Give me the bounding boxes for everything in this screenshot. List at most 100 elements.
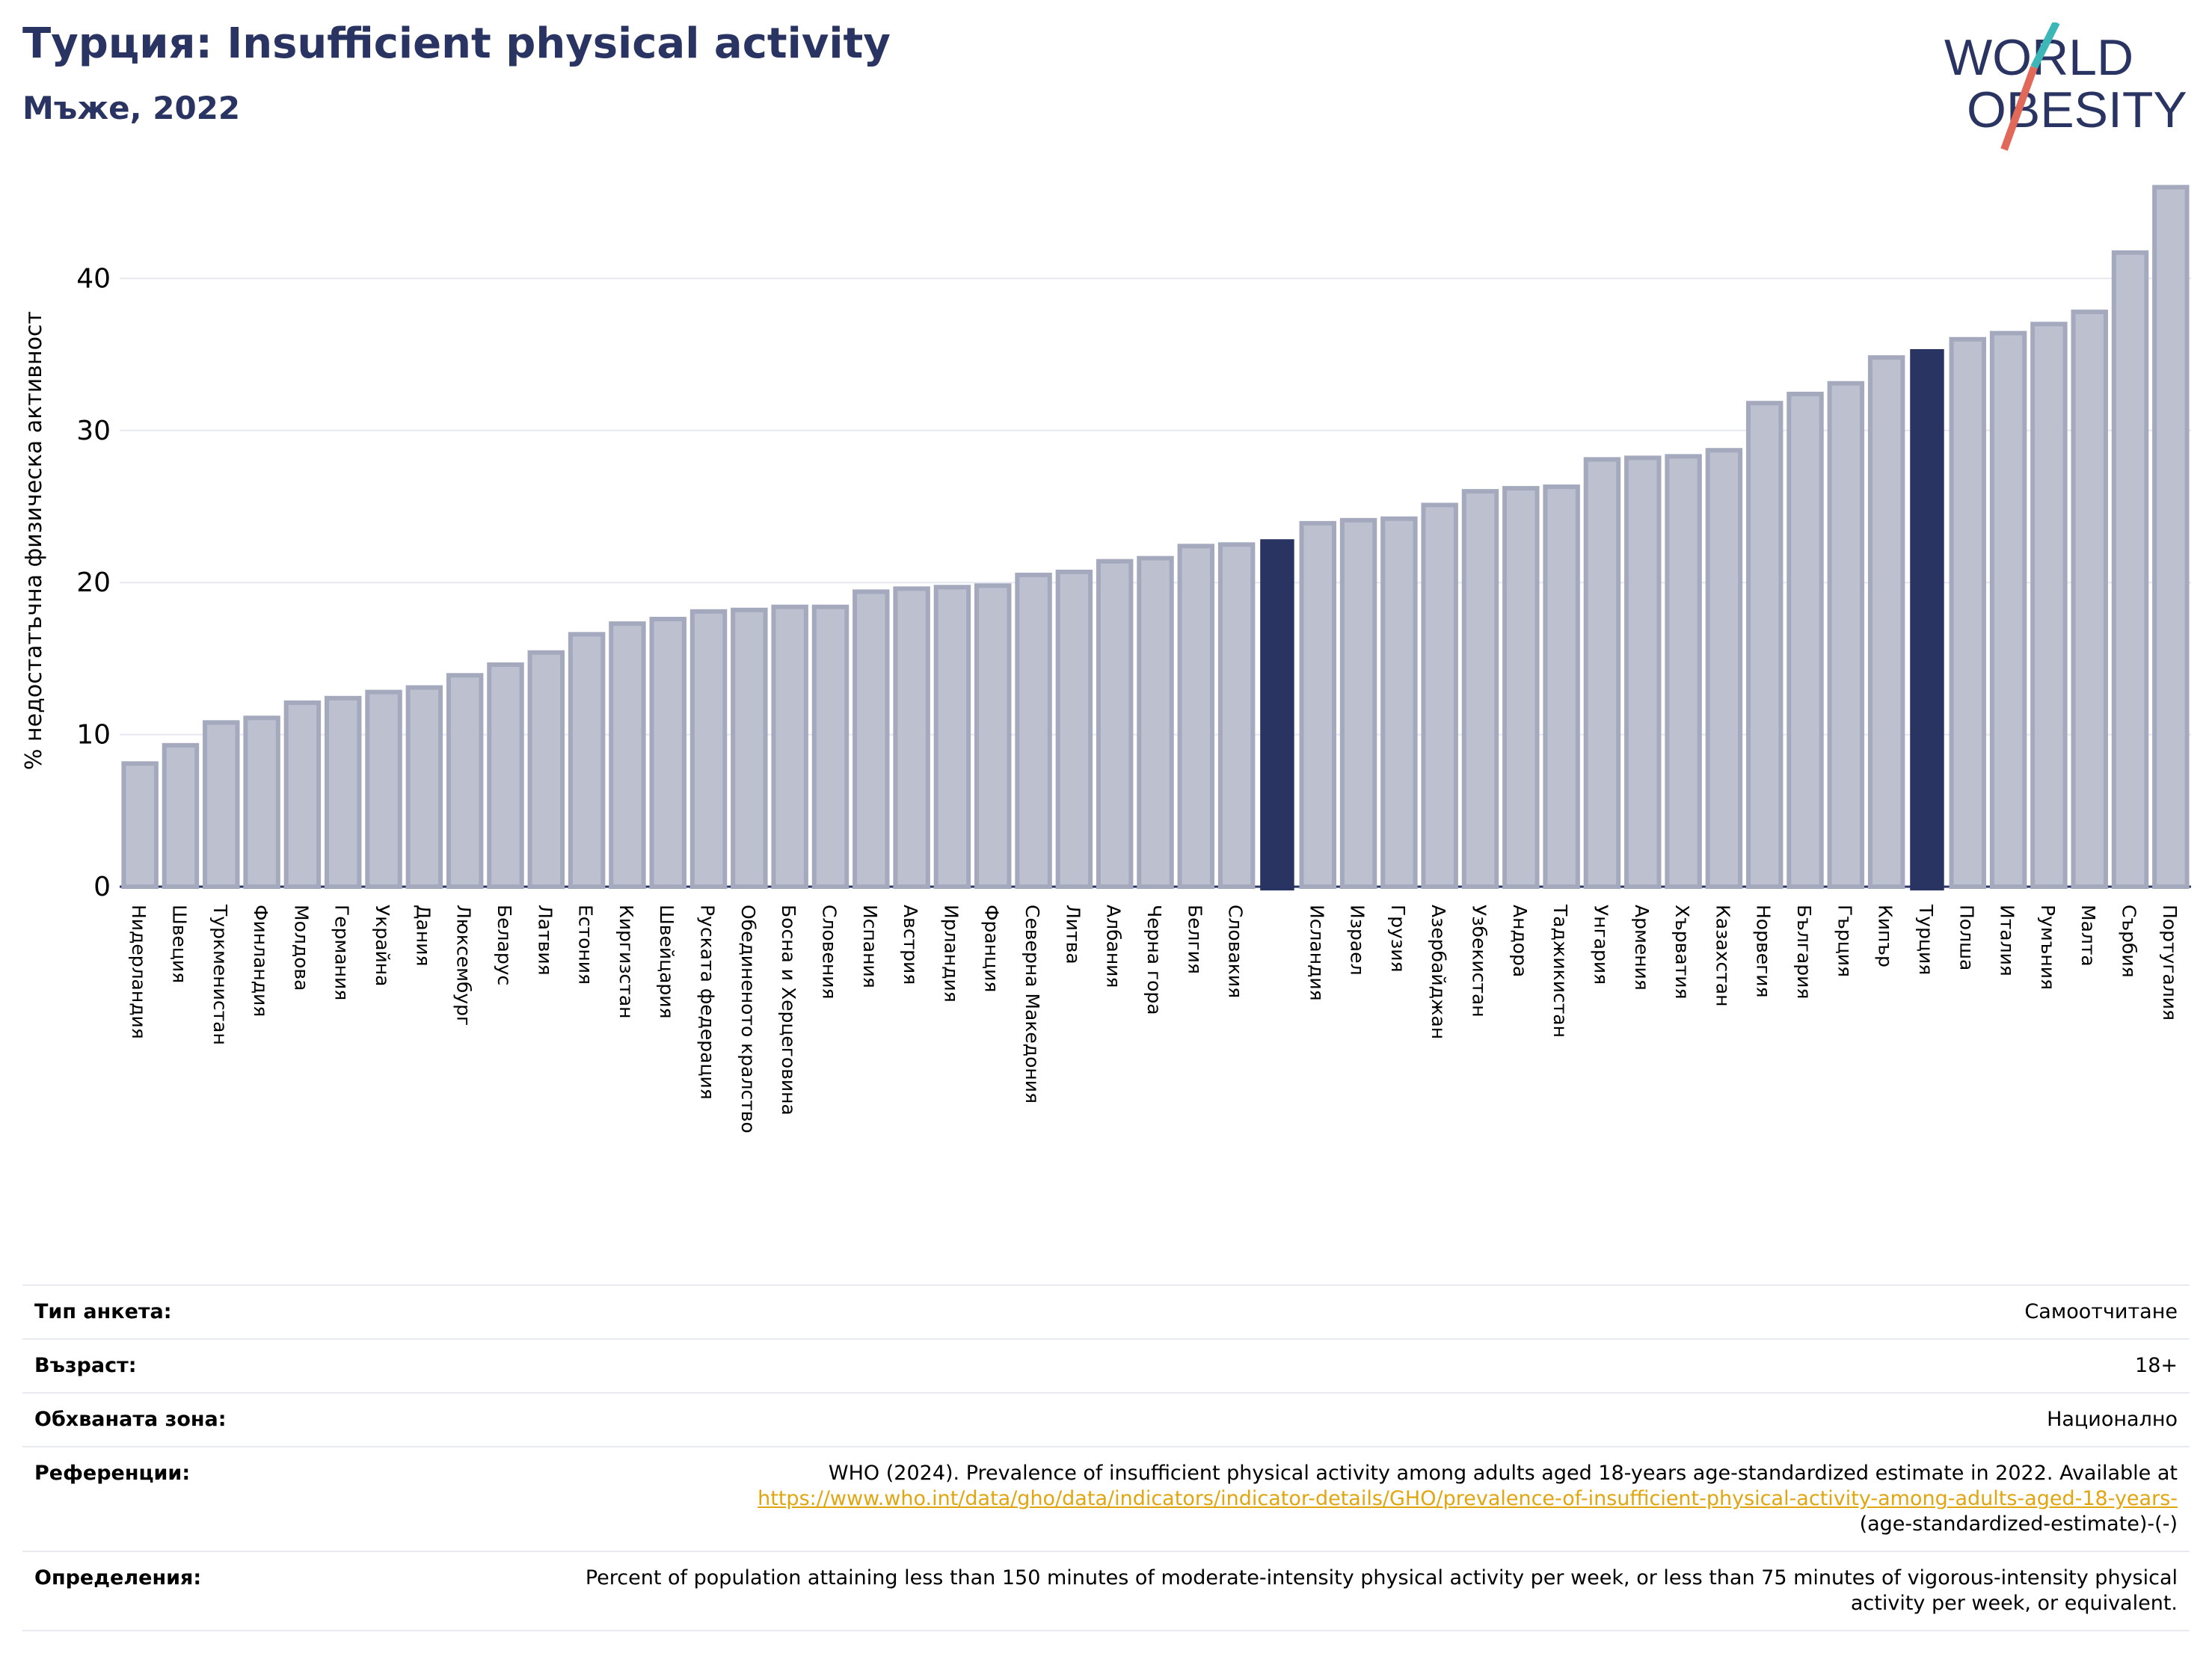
x-tick-label: Кипър [1875, 905, 1896, 967]
x-tick-label: Люксембург [453, 905, 475, 1026]
bar-Финландия [243, 715, 280, 889]
bar-Швеция [162, 742, 200, 889]
bars [121, 185, 2190, 890]
x-tick-label: Финландия [250, 905, 271, 1017]
references-text: WHO (2024). Prevalence of insufficient p… [828, 1462, 2178, 1485]
x-tick-label: Северна Македония [1021, 905, 1043, 1104]
bar-Гърция [1827, 381, 1865, 889]
bar-Ирландия [933, 585, 971, 890]
bar-Израел [1339, 517, 1377, 889]
bar-Нидерландия [121, 761, 159, 889]
y-tick-label: 20 [76, 567, 111, 598]
x-tick-labels: Нидерландия Швеция Туркменистан Финландия Мо… [128, 904, 2181, 1133]
x-tick-label: Швейцария [656, 905, 678, 1019]
survey-type-value: Самоотчитане [2024, 1300, 2178, 1323]
bar-Естония [568, 632, 606, 889]
x-tick-label: Дания [412, 905, 434, 966]
info-row-survey: Тип анкета: Самоотчитане [22, 1286, 2190, 1340]
x-tick-label: Черна гора [1143, 905, 1165, 1015]
bar-Люксембург [446, 673, 484, 889]
x-tick-label: Албания [1103, 905, 1125, 988]
bar-Германия [325, 695, 362, 890]
x-tick-label: Малта [2077, 905, 2099, 967]
x-tick-label: Украйна [372, 905, 393, 986]
bar-Черна гора [1137, 555, 1174, 889]
x-tick-label: Австрия [900, 905, 921, 985]
x-tick-label: Франция [981, 905, 1003, 992]
coverage-label: Обхваната зона: [34, 1408, 227, 1431]
x-tick-label: Унгария [1590, 905, 1612, 985]
bar-Северна Македония [1015, 573, 1052, 890]
x-tick-label: Румъния [2037, 905, 2059, 990]
bar-Дания [405, 685, 443, 889]
references-value: WHO (2024). Prevalence of insufficient p… [558, 1461, 2178, 1537]
survey-type-label: Тип анкета: [34, 1300, 172, 1323]
info-row-coverage: Обхваната зона: Национално [22, 1394, 2190, 1447]
bar-Азербайджан [1421, 502, 1458, 889]
logo-slash-red [2000, 66, 2038, 151]
x-tick-label: Молдова [290, 905, 312, 991]
x-tick-label: Полша [1956, 905, 1977, 970]
bar-Казахстан [1705, 448, 1743, 889]
x-tick-label: Литва [1062, 905, 1084, 964]
bar-Армения [1624, 455, 1662, 889]
x-tick-label: Германия [331, 905, 353, 1000]
bar-Латвия [527, 650, 565, 889]
bar-Франция [974, 583, 1012, 889]
y-tick-label: 40 [76, 263, 111, 294]
bar-Испания [852, 589, 890, 889]
y-tick-label: 10 [76, 720, 111, 751]
bar-chart: 0 10 20 30 40 Нидерландия Швеция Туркменистан Ф… [76, 185, 2191, 1133]
x-tick-label: Словакия [1225, 905, 1247, 998]
x-tick-label: Швеция [168, 905, 190, 983]
x-tick-label: Норвегия [1753, 905, 1775, 998]
bar-Босна и Херцеговина [771, 604, 808, 889]
x-tick-label: Киргизстан [615, 905, 637, 1019]
bar-Туркменистан [203, 720, 240, 890]
x-tick-label: Грузия [1387, 905, 1409, 973]
coverage-value: Национално [2047, 1408, 2178, 1431]
x-tick-label: Турция [1915, 904, 1937, 975]
y-tick-label: 30 [76, 416, 111, 446]
x-tick-label: Естония [575, 905, 597, 985]
y-tick-labels: 0 10 20 30 40 [76, 263, 111, 902]
page-title: Турция: Insufficient physical activity [22, 19, 891, 68]
references-label: Референции: [34, 1462, 191, 1485]
x-tick-label: Азербайджан [1428, 905, 1449, 1039]
x-tick-label: Исландия [1306, 905, 1327, 1001]
bar-Белгия [1177, 544, 1215, 889]
bar-Италия [1989, 330, 2027, 889]
x-tick-label: Италия [1997, 905, 2018, 976]
x-tick-label: Узбекистан [1469, 905, 1490, 1018]
bar-България [1787, 391, 1824, 889]
bar-Турция [1910, 348, 1944, 890]
bar-Обединеното кралство [731, 607, 768, 889]
definitions-label: Определения: [34, 1566, 202, 1589]
info-table: Тип анкета: Самоотчитане Възраст: 18+ Об… [22, 1284, 2190, 1631]
references-tail: (age-standardized-estimate)-(-) [1859, 1512, 2178, 1536]
bar-Норвегия [1745, 401, 1784, 890]
x-tick-label: Армения [1631, 905, 1653, 991]
bar-Полша [1949, 336, 1987, 889]
bar-Киргизстан [609, 621, 646, 890]
bar-Украйна [365, 689, 402, 890]
references-link[interactable]: https://www.who.int/data/gho/data/indica… [758, 1487, 2178, 1510]
y-tick-label: 0 [93, 872, 111, 902]
bar-Швейцария [649, 617, 686, 889]
x-tick-label: Нидерландия [128, 905, 150, 1039]
info-row-age: Възраст: 18+ [22, 1340, 2190, 1394]
x-tick-label: Гърция [1834, 905, 1855, 977]
x-tick-label: Казахстан [1712, 905, 1733, 1006]
bar-Кипър [1867, 355, 1905, 889]
page-subtitle: Мъже, 2022 [22, 90, 241, 126]
x-tick-label: Сърбия [2119, 905, 2140, 978]
bar-Малта [2071, 310, 2108, 890]
x-tick-label: Обединеното кралство [737, 905, 759, 1133]
bar-Исландия [1299, 520, 1336, 889]
age-label: Възраст: [34, 1354, 137, 1377]
bar-Словения [811, 604, 850, 889]
x-tick-label: Словения [818, 905, 840, 999]
bar-Таджикистан [1543, 484, 1580, 889]
x-tick-label: Беларус [494, 905, 515, 985]
x-tick-label: Туркменистан [209, 904, 231, 1045]
